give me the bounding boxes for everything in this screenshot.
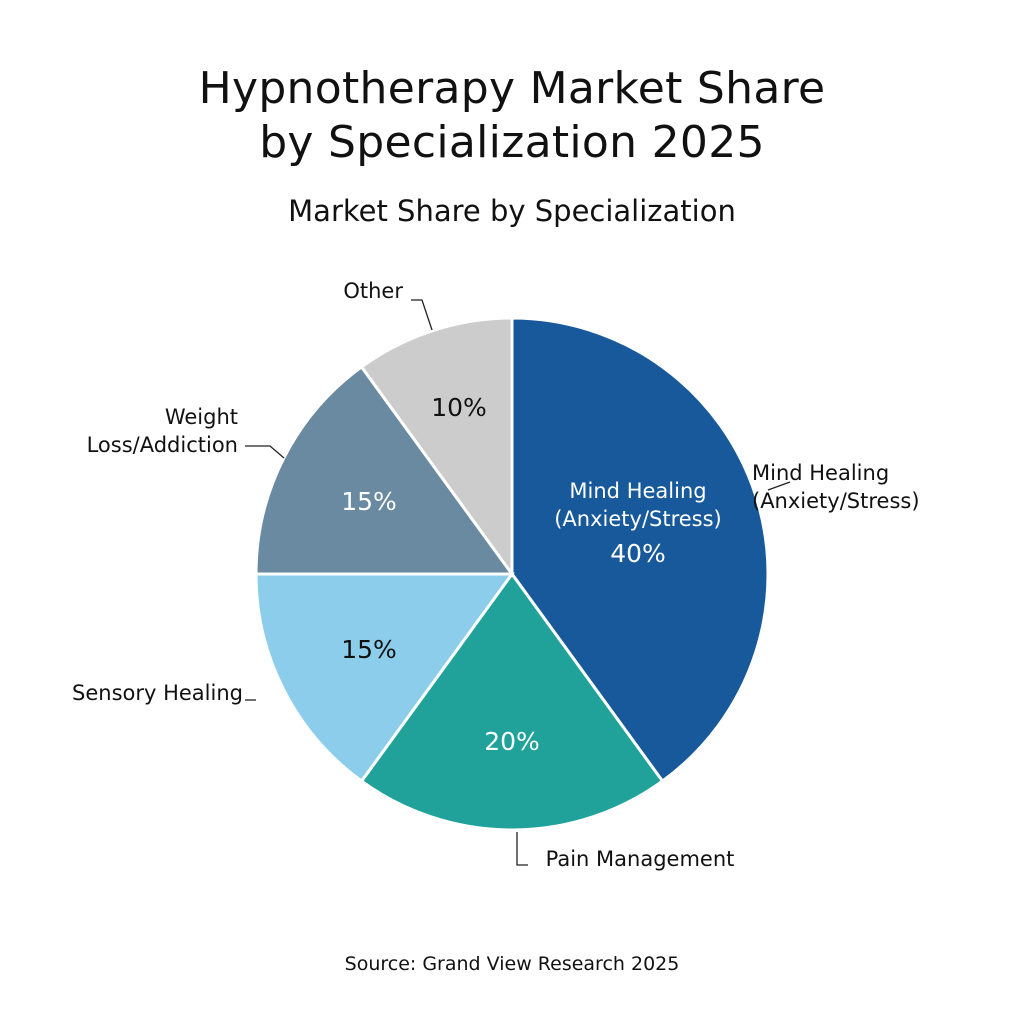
slice-value-label: 10% [431, 393, 487, 422]
slice-category-label: (Anxiety/Stress) [752, 489, 920, 513]
slice-category-label: Mind Healing [752, 461, 889, 485]
slice-category-label: Loss/Addiction [87, 433, 238, 457]
chart-title: Hypnotherapy Market Share by Specializat… [0, 62, 1024, 170]
slice-category-label: Weight [165, 405, 238, 429]
leader-line [411, 299, 433, 331]
chart-title-line-1: Hypnotherapy Market Share [198, 63, 826, 114]
slice-category-label: Pain Management [546, 847, 735, 871]
pie-slice [510, 316, 770, 784]
slice-category-label: Other [343, 279, 403, 303]
pie-slice [359, 316, 514, 579]
slice-category-label: Sensory Healing [72, 681, 243, 705]
slice-value-label: 20% [484, 727, 540, 756]
slice-value-label: 15% [341, 487, 397, 516]
chart-title-line-2: by Specialization 2025 [259, 117, 765, 168]
pie-slice [254, 572, 515, 784]
slice-inner-label: Mind Healing [569, 479, 706, 503]
slice-inner-label: (Anxiety/Stress) [554, 507, 722, 531]
slice-value-label: 40% [610, 539, 666, 568]
source-note: Source: Grand View Research 2025 [344, 953, 680, 975]
chart-subtitle: Market Share by Specialization [288, 194, 736, 228]
leader-line [245, 445, 285, 459]
leader-line [516, 832, 528, 866]
slice-value-label: 15% [341, 635, 397, 664]
leader-line [767, 481, 791, 491]
pie-slice [359, 571, 665, 832]
